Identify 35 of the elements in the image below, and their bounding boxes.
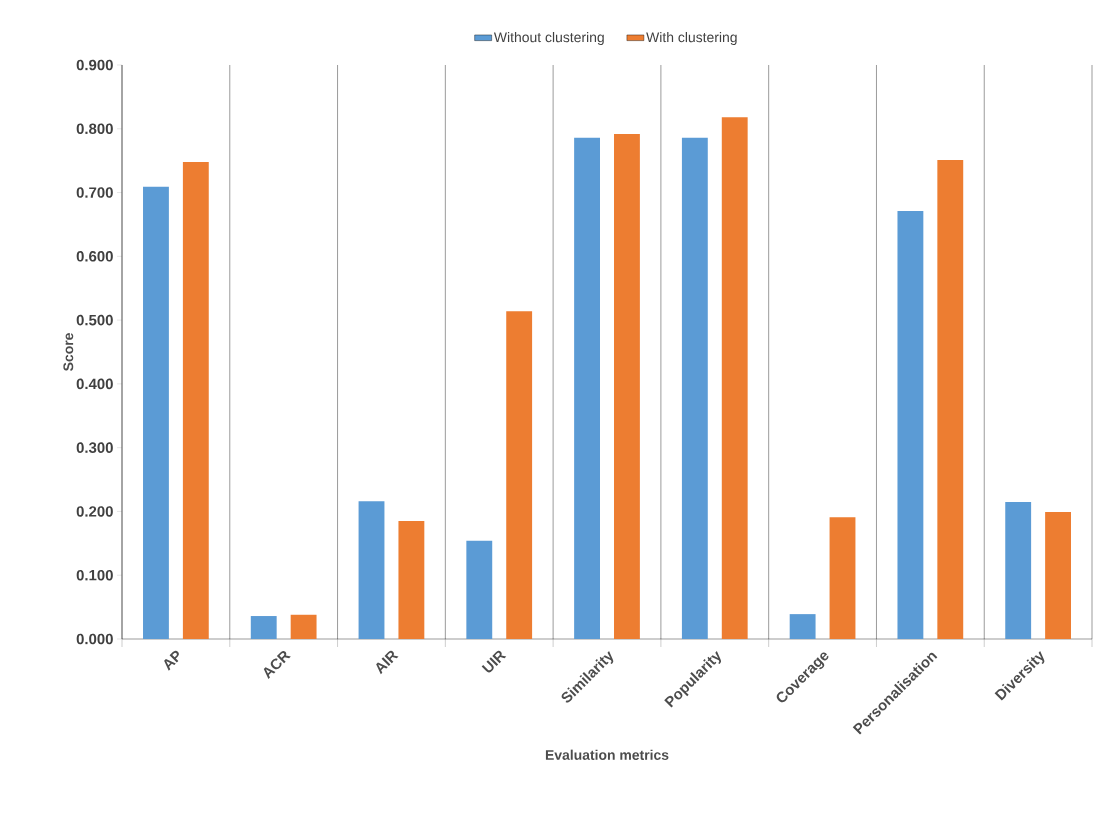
bar bbox=[398, 521, 425, 639]
bar bbox=[466, 540, 493, 639]
y-tick-label: 0.400 bbox=[76, 378, 113, 390]
y-tick-label: 0.300 bbox=[76, 442, 113, 453]
legend-label: Without clustering bbox=[493, 31, 604, 45]
x-tick-label: AIR bbox=[376, 650, 399, 675]
legend-label: With clustering bbox=[646, 31, 737, 45]
bar bbox=[614, 133, 640, 639]
x-tick-label: UIR bbox=[481, 650, 507, 673]
y-tick-label: 0.100 bbox=[76, 569, 113, 581]
bar bbox=[681, 137, 708, 639]
y-axis-title: Score bbox=[63, 333, 74, 371]
bar bbox=[897, 211, 924, 639]
bar bbox=[290, 614, 317, 639]
y-tick-label: 0.200 bbox=[76, 506, 113, 517]
bar bbox=[829, 517, 856, 639]
bar bbox=[1045, 512, 1071, 639]
y-tick-label: 0.700 bbox=[76, 187, 113, 198]
bar bbox=[937, 160, 964, 639]
x-axis-title: Evaluation metrics bbox=[545, 749, 669, 760]
bar bbox=[250, 616, 277, 639]
bar bbox=[143, 186, 169, 639]
y-tick-label: 0.500 bbox=[76, 314, 113, 326]
bar bbox=[1005, 501, 1032, 639]
y-tick-label: 0.900 bbox=[76, 59, 113, 71]
bar bbox=[574, 137, 600, 639]
bar bbox=[506, 311, 533, 639]
y-tick-label: 0.000 bbox=[76, 633, 113, 645]
bar bbox=[358, 501, 385, 639]
bar bbox=[721, 117, 748, 639]
x-tick-label: AP bbox=[164, 650, 179, 671]
bar bbox=[789, 614, 816, 639]
y-tick-label: 0.600 bbox=[76, 251, 113, 262]
bar bbox=[182, 161, 209, 639]
y-tick-label: 0.800 bbox=[76, 123, 113, 135]
